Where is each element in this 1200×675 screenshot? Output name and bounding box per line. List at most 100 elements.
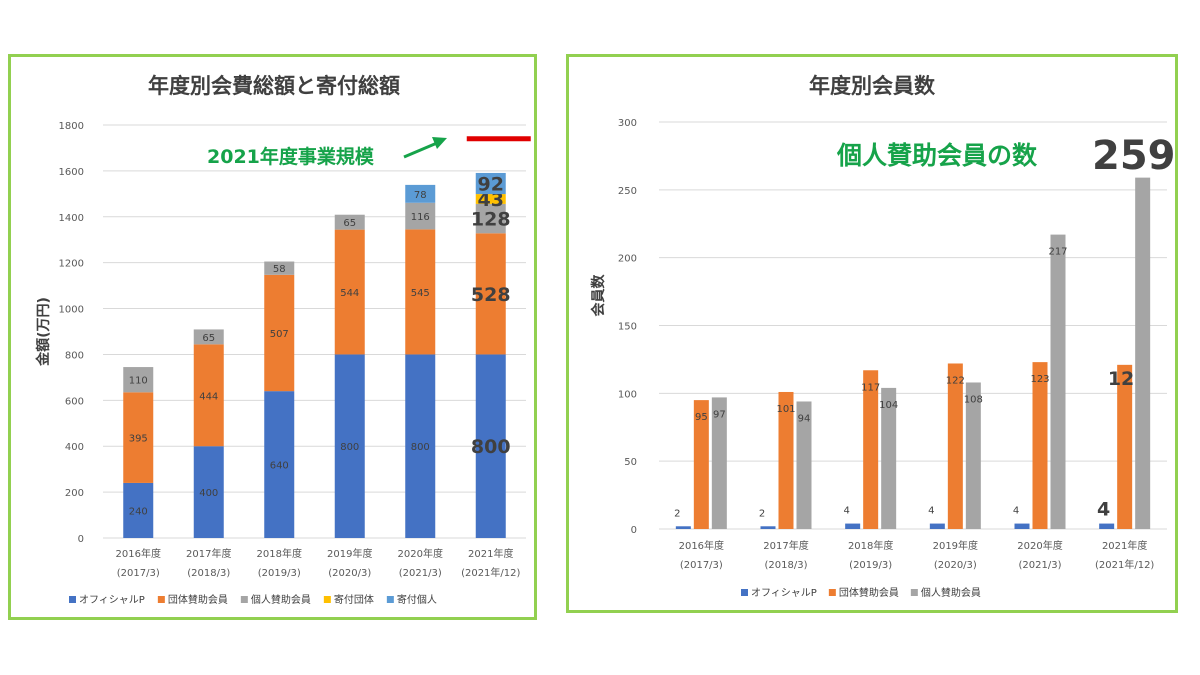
bar — [929, 523, 945, 529]
bar — [1014, 523, 1030, 529]
chart-title: 年度別会費総額と寄付総額 — [148, 74, 400, 98]
bar — [1135, 177, 1151, 529]
bar-segment — [193, 344, 224, 447]
legend-swatch — [240, 596, 248, 603]
x-tick-label: 2021年度 — [468, 547, 513, 560]
chart-title: 年度別会員数 — [809, 74, 936, 98]
y-tick-label: 0 — [78, 534, 84, 545]
bar — [863, 370, 879, 529]
legend-swatch — [386, 596, 394, 603]
y-axis-label: 会員数 — [590, 274, 607, 317]
x-tick-label: (2017/3) — [117, 568, 160, 579]
data-label: 110 — [129, 376, 148, 387]
bar — [965, 382, 981, 529]
x-tick-label: (2017/3) — [680, 560, 723, 571]
legend-swatch — [157, 596, 165, 603]
bar — [675, 526, 691, 529]
y-tick-label: 0 — [631, 525, 637, 536]
bar-segment — [475, 203, 506, 234]
legend-label: オフィシャルP — [751, 587, 817, 599]
bar-segment — [475, 172, 506, 195]
x-tick-label: (2021年/12) — [1095, 558, 1154, 571]
data-label: 800 — [340, 442, 359, 453]
data-label: 2 — [759, 508, 765, 519]
x-tick-label: 2017年度 — [186, 547, 231, 560]
x-tick-label: (2021年/12) — [461, 566, 520, 579]
y-axis-label: 金額(万円) — [35, 297, 52, 367]
data-label: 104 — [879, 400, 898, 411]
data-label: 507 — [270, 329, 289, 340]
y-tick-label: 1800 — [59, 121, 84, 132]
bar — [760, 526, 776, 529]
x-tick-label: 2018年度 — [848, 539, 893, 552]
bar — [845, 523, 861, 529]
bar — [947, 363, 963, 529]
y-tick-label: 100 — [618, 389, 637, 400]
chart-panel-funding: 年度別会費総額と寄付総額 金額(万円) 0 200 400 600 800 1000 1200 1… — [8, 54, 537, 620]
y-tick-label: 300 — [618, 118, 637, 129]
data-label: 43 — [478, 189, 504, 211]
bar — [796, 401, 812, 529]
x-tick-label: (2018/3) — [187, 568, 230, 579]
bar — [693, 400, 709, 529]
y-tick-label: 1000 — [59, 305, 84, 316]
data-label: 65 — [343, 218, 356, 229]
data-label: 122 — [946, 375, 965, 386]
x-tick-label: (2020/3) — [934, 560, 977, 571]
y-tick-label: 50 — [624, 457, 637, 468]
x-tick-label: (2021/3) — [399, 568, 442, 579]
legend-swatch — [910, 589, 918, 596]
y-tick-label: 600 — [65, 396, 84, 407]
data-label: 117 — [861, 382, 880, 393]
x-tick-label: 2018年度 — [257, 547, 302, 560]
data-label: 640 — [270, 461, 289, 472]
y-tick-label: 200 — [65, 488, 84, 499]
legend-label: 団体賛助会員 — [839, 586, 899, 599]
bar — [778, 391, 794, 529]
data-label: 800 — [411, 442, 430, 453]
data-label: 444 — [199, 391, 218, 402]
data-label: 4 — [1013, 506, 1019, 517]
bar — [1099, 523, 1115, 529]
annotation-arrowhead — [432, 137, 447, 149]
legend-label: 寄付個人 — [397, 593, 437, 606]
data-label: 101 — [776, 404, 795, 415]
annotation-text: 個人賛助会員の数 — [836, 141, 1038, 170]
bar-segment — [123, 392, 154, 483]
data-label: 128 — [471, 209, 511, 231]
bar — [1117, 364, 1133, 529]
x-tick-label: 2021年度 — [1102, 539, 1147, 552]
bar — [1050, 234, 1066, 529]
bar — [881, 387, 897, 529]
legend-swatch — [323, 596, 331, 603]
data-label: 78 — [414, 190, 427, 201]
bar-segment — [334, 229, 365, 355]
x-tick-label: 2020年度 — [1017, 539, 1062, 552]
x-tick-label: (2021/3) — [1019, 560, 1062, 571]
chart-panel-members: 年度別会員数 会員数 0 50 100 150 200 250 300 2 95 97 2016年度 (2… — [566, 54, 1178, 613]
bar-segment — [405, 229, 436, 355]
data-label: 217 — [1048, 247, 1067, 258]
x-tick-label: 2017年度 — [763, 539, 808, 552]
y-tick-label: 1400 — [59, 213, 84, 224]
x-tick-label: (2020/3) — [328, 568, 371, 579]
bar-segment — [123, 367, 154, 393]
bar-segment — [405, 202, 436, 230]
data-label: 58 — [273, 264, 286, 275]
bar-segment — [475, 354, 506, 538]
y-tick-label: 1600 — [59, 167, 84, 178]
x-tick-label: 2019年度 — [933, 539, 978, 552]
legend-label: オフィシャルP — [79, 594, 145, 606]
data-label: 4 — [1097, 499, 1110, 521]
data-label: 65 — [202, 333, 215, 344]
data-label: 116 — [411, 212, 430, 223]
data-label: 95 — [695, 412, 708, 423]
legend-label: 寄付団体 — [334, 593, 374, 606]
data-label: 800 — [471, 436, 511, 458]
data-label: 4 — [928, 506, 934, 517]
data-label: 92 — [478, 174, 504, 196]
annotation-text: 2021年度事業規模 — [207, 145, 375, 168]
legend-swatch — [69, 596, 76, 603]
bar — [1032, 362, 1048, 529]
